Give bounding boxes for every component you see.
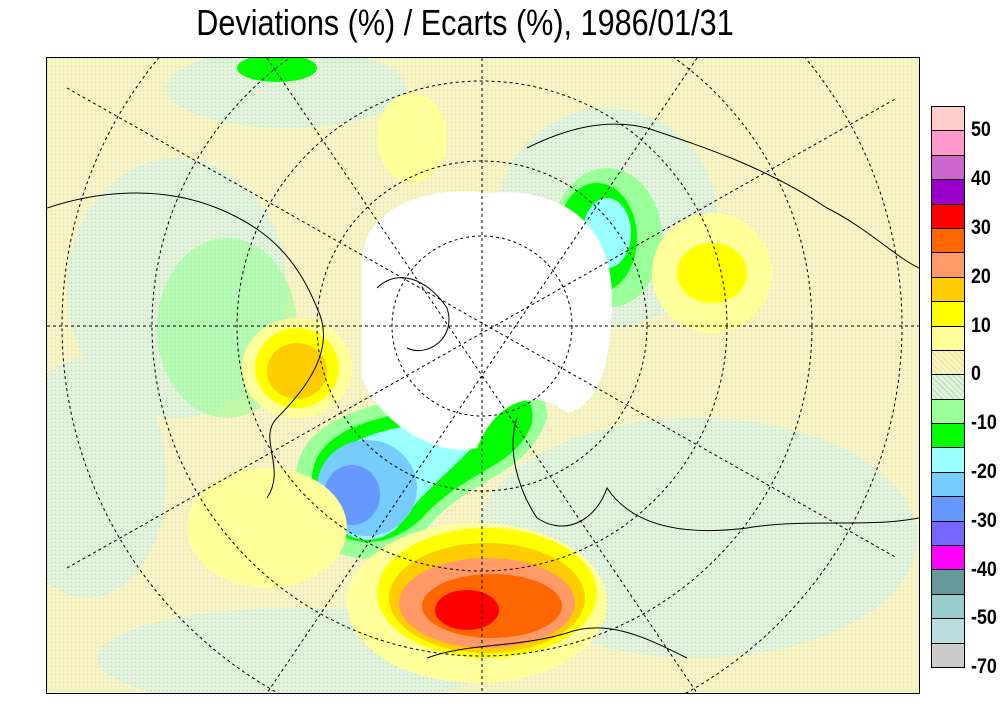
- legend-swatch: [931, 472, 965, 498]
- legend-swatch: [931, 448, 965, 473]
- map-title: Deviations (%) / Ecarts (%), 1986/01/31: [196, 2, 734, 43]
- graticule: [47, 58, 919, 693]
- legend-swatch: [931, 326, 965, 351]
- legend-swatch: [931, 277, 965, 303]
- legend-label: 20: [971, 264, 991, 288]
- legend-swatch: [931, 228, 965, 254]
- legend-swatch: [931, 497, 965, 522]
- legend-label: -70: [971, 655, 997, 679]
- map-canvas: [47, 58, 919, 693]
- legend-swatch: [931, 424, 965, 449]
- legend-label: 10: [971, 313, 991, 337]
- legend-swatch: [931, 204, 965, 229]
- legend-label: -30: [971, 508, 997, 532]
- legend-swatch: [931, 570, 965, 595]
- deviation-map: [46, 57, 920, 694]
- coastlines: [47, 123, 919, 659]
- legend-label: -10: [971, 411, 997, 435]
- legend-swatch: [931, 399, 965, 425]
- legend-label: 0: [971, 362, 981, 386]
- legend-swatch: [931, 180, 965, 205]
- legend-swatch: [931, 521, 965, 547]
- legend-swatch: [931, 619, 965, 644]
- legend-swatch: [931, 155, 965, 181]
- no-data-polar-region: [362, 191, 612, 450]
- legend-swatch: [931, 302, 965, 327]
- legend-label: -50: [971, 606, 997, 630]
- legend-swatch: [931, 350, 965, 376]
- legend-swatch: [931, 253, 965, 278]
- legend-label: -20: [971, 460, 997, 483]
- legend-swatch: [931, 131, 965, 156]
- positive-areas: [187, 93, 772, 683]
- legend-swatch: [931, 106, 965, 132]
- legend-swatch: [931, 643, 965, 668]
- legend-swatch: [931, 375, 965, 400]
- legend-label: 30: [971, 216, 991, 239]
- color-legend: 50 40 30 20 10 0 -10 -20 -30 -40 -50 -70: [931, 106, 997, 678]
- legend-swatch: [931, 546, 965, 571]
- legend-label: -40: [971, 557, 997, 581]
- legend-swatch: [931, 594, 965, 620]
- legend-label: 50: [971, 118, 991, 142]
- legend-label: 40: [971, 167, 991, 191]
